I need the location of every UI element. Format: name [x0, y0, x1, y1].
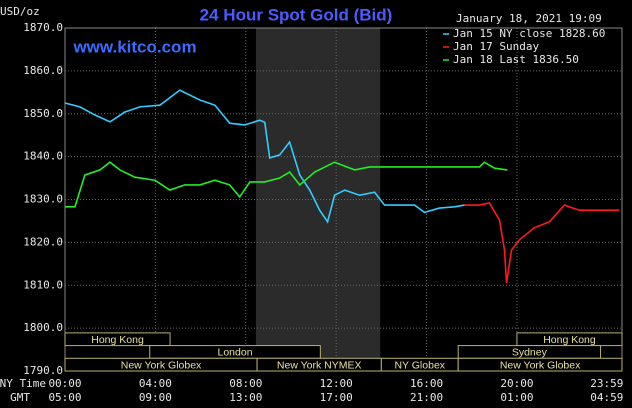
- y-tick-label: 1830.0: [23, 193, 63, 206]
- session-box: [457, 357, 623, 372]
- x-tick-label: 16:00: [410, 377, 443, 390]
- session-box: [64, 332, 171, 347]
- session-label: New York Globex: [500, 359, 581, 371]
- session-label: New York NYMEX: [277, 359, 362, 371]
- session-label: Sydney: [512, 347, 548, 359]
- x-row-label: NY Time: [0, 377, 46, 390]
- price-line: [64, 89, 465, 224]
- gmt-tick-label: 05:00: [48, 391, 81, 404]
- session-label: NY Globex: [394, 359, 445, 371]
- y-tick-label: 1850.0: [23, 107, 63, 120]
- y-axis-label: USD/oz: [0, 5, 40, 18]
- gmt-tick-label: 21:00: [410, 391, 443, 404]
- x-tick-label: 12:00: [320, 377, 353, 390]
- x-row-label: GMT: [10, 391, 30, 404]
- price-line: [65, 161, 508, 208]
- session-label: Hong Kong: [543, 334, 596, 346]
- x-tick-label: 23:59: [590, 377, 623, 390]
- x-tick-label: 20:00: [500, 377, 533, 390]
- gmt-tick-label: 09:00: [139, 391, 172, 404]
- y-tick-label: 1790.0: [23, 364, 63, 377]
- legend-label: Jan 18 Last 1836.50: [453, 53, 579, 66]
- gmt-tick-label: 13:00: [229, 391, 262, 404]
- y-tick-label: 1870.0: [23, 21, 63, 34]
- price-line: [464, 202, 620, 284]
- gmt-tick-label: 01:00: [500, 391, 533, 404]
- x-tick-label: 08:00: [229, 377, 262, 390]
- x-tick-label: 04:00: [139, 377, 172, 390]
- legend-label: Jan 15 NY close 1828.60: [453, 27, 605, 40]
- date: January 18, 2021 19:09: [456, 12, 602, 25]
- x-tick-label: 00:00: [48, 377, 81, 390]
- shaded-session: [255, 28, 381, 371]
- y-tick-label: 1860.0: [23, 64, 63, 77]
- chart-title: 24 Hour Spot Gold (Bid): [200, 5, 393, 24]
- session-label: London: [218, 347, 253, 359]
- gmt-tick-label: 17:00: [320, 391, 353, 404]
- y-tick-label: 1800.0: [23, 321, 63, 334]
- session-label: New York Globex: [121, 359, 202, 371]
- gmt-tick-label: 04:59: [590, 391, 623, 404]
- legend-label: Jan 17 Sunday: [453, 40, 539, 53]
- y-tick-label: 1840.0: [23, 150, 63, 163]
- session-label: Hong Kong: [91, 334, 144, 346]
- subtitle: www.kitco.com: [72, 37, 196, 56]
- y-tick-label: 1820.0: [23, 235, 63, 248]
- y-tick-label: 1810.0: [23, 278, 63, 291]
